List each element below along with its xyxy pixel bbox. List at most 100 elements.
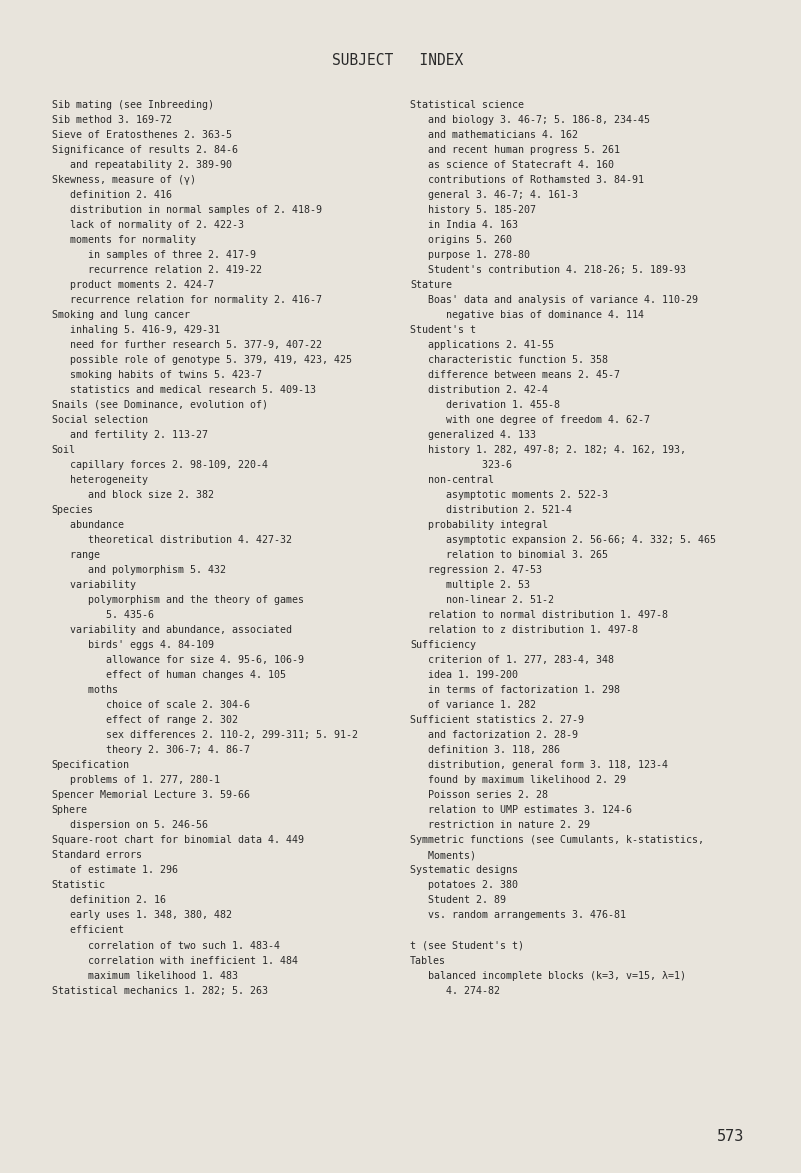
Text: contributions of Rothamsted 3. 84-91: contributions of Rothamsted 3. 84-91 — [410, 175, 644, 185]
Text: of estimate 1. 296: of estimate 1. 296 — [52, 866, 178, 875]
Text: Stature: Stature — [410, 280, 452, 290]
Text: in India 4. 163: in India 4. 163 — [410, 219, 518, 230]
Text: problems of 1. 277, 280-1: problems of 1. 277, 280-1 — [52, 775, 219, 786]
Text: history 5. 185-207: history 5. 185-207 — [410, 205, 536, 215]
Text: difference between means 2. 45-7: difference between means 2. 45-7 — [410, 369, 620, 380]
Text: Symmetric functions (see Cumulants, k-statistics,: Symmetric functions (see Cumulants, k-st… — [410, 835, 704, 846]
Text: product moments 2. 424-7: product moments 2. 424-7 — [52, 280, 214, 290]
Text: relation to z distribution 1. 497-8: relation to z distribution 1. 497-8 — [410, 625, 638, 636]
Text: origins 5. 260: origins 5. 260 — [410, 235, 512, 245]
Text: and mathematicians 4. 162: and mathematicians 4. 162 — [410, 130, 578, 140]
Text: polymorphism and the theory of games: polymorphism and the theory of games — [52, 595, 304, 605]
Text: asymptotic moments 2. 522-3: asymptotic moments 2. 522-3 — [410, 490, 608, 500]
Text: variability and abundance, associated: variability and abundance, associated — [52, 625, 292, 636]
Text: Moments): Moments) — [410, 850, 476, 861]
Text: of variance 1. 282: of variance 1. 282 — [410, 700, 536, 711]
Text: Sib mating (see Inbreeding): Sib mating (see Inbreeding) — [52, 100, 214, 110]
Text: t (see Student's t): t (see Student's t) — [410, 941, 524, 950]
Text: non-central: non-central — [410, 475, 494, 486]
Text: Square-root chart for binomial data 4. 449: Square-root chart for binomial data 4. 4… — [52, 835, 304, 846]
Text: Student's contribution 4. 218-26; 5. 189-93: Student's contribution 4. 218-26; 5. 189… — [410, 265, 686, 274]
Text: definition 2. 16: definition 2. 16 — [52, 895, 166, 906]
Text: possible role of genotype 5. 379, 419, 423, 425: possible role of genotype 5. 379, 419, 4… — [52, 355, 352, 365]
Text: Poisson series 2. 28: Poisson series 2. 28 — [410, 791, 548, 800]
Text: relation to UMP estimates 3. 124-6: relation to UMP estimates 3. 124-6 — [410, 806, 632, 815]
Text: probability integral: probability integral — [410, 520, 548, 530]
Text: Sufficiency: Sufficiency — [410, 640, 476, 650]
Text: as science of Statecraft 4. 160: as science of Statecraft 4. 160 — [410, 160, 614, 170]
Text: choice of scale 2. 304-6: choice of scale 2. 304-6 — [52, 700, 250, 711]
Text: Significance of results 2. 84-6: Significance of results 2. 84-6 — [52, 144, 238, 155]
Text: found by maximum likelihood 2. 29: found by maximum likelihood 2. 29 — [410, 775, 626, 786]
Text: heterogeneity: heterogeneity — [52, 475, 147, 486]
Text: in samples of three 2. 417-9: in samples of three 2. 417-9 — [52, 250, 256, 260]
Text: multiple 2. 53: multiple 2. 53 — [410, 581, 530, 590]
Text: Species: Species — [52, 506, 94, 515]
Text: Statistical science: Statistical science — [410, 100, 524, 110]
Text: abundance: abundance — [52, 520, 123, 530]
Text: moments for normality: moments for normality — [52, 235, 195, 245]
Text: distribution 2. 42-4: distribution 2. 42-4 — [410, 385, 548, 395]
Text: capillary forces 2. 98-109, 220-4: capillary forces 2. 98-109, 220-4 — [52, 460, 268, 470]
Text: maximum likelihood 1. 483: maximum likelihood 1. 483 — [52, 970, 238, 981]
Text: distribution in normal samples of 2. 418-9: distribution in normal samples of 2. 418… — [52, 205, 322, 215]
Text: correlation of two such 1. 483-4: correlation of two such 1. 483-4 — [52, 941, 280, 950]
Text: and fertility 2. 113-27: and fertility 2. 113-27 — [52, 430, 207, 440]
Text: Snails (see Dominance, evolution of): Snails (see Dominance, evolution of) — [52, 400, 268, 411]
Text: and repeatability 2. 389-90: and repeatability 2. 389-90 — [52, 160, 231, 170]
Text: Student's t: Student's t — [410, 325, 476, 335]
Text: smoking habits of twins 5. 423-7: smoking habits of twins 5. 423-7 — [52, 369, 262, 380]
Text: and factorization 2. 28-9: and factorization 2. 28-9 — [410, 731, 578, 740]
Text: negative bias of dominance 4. 114: negative bias of dominance 4. 114 — [410, 310, 644, 320]
Text: generalized 4. 133: generalized 4. 133 — [410, 430, 536, 440]
Text: applications 2. 41-55: applications 2. 41-55 — [410, 340, 554, 350]
Text: Statistic: Statistic — [52, 881, 106, 890]
Text: definition 3. 118, 286: definition 3. 118, 286 — [410, 745, 560, 755]
Text: criterion of 1. 277, 283-4, 348: criterion of 1. 277, 283-4, 348 — [410, 656, 614, 665]
Text: restriction in nature 2. 29: restriction in nature 2. 29 — [410, 820, 590, 830]
Text: derivation 1. 455-8: derivation 1. 455-8 — [410, 400, 560, 411]
Text: characteristic function 5. 358: characteristic function 5. 358 — [410, 355, 608, 365]
Text: effect of human changes 4. 105: effect of human changes 4. 105 — [52, 670, 286, 680]
Text: inhaling 5. 416-9, 429-31: inhaling 5. 416-9, 429-31 — [52, 325, 219, 335]
Text: asymptotic expansion 2. 56-66; 4. 332; 5. 465: asymptotic expansion 2. 56-66; 4. 332; 5… — [410, 535, 716, 545]
Text: dispersion on 5. 246-56: dispersion on 5. 246-56 — [52, 820, 207, 830]
Text: efficient: efficient — [52, 925, 123, 936]
Text: Social selection: Social selection — [52, 415, 147, 425]
Text: non-linear 2. 51-2: non-linear 2. 51-2 — [410, 595, 554, 605]
Text: Sib method 3. 169-72: Sib method 3. 169-72 — [52, 115, 171, 124]
Text: distribution 2. 521-4: distribution 2. 521-4 — [410, 506, 572, 515]
Text: Smoking and lung cancer: Smoking and lung cancer — [52, 310, 190, 320]
Text: correlation with inefficient 1. 484: correlation with inefficient 1. 484 — [52, 956, 298, 965]
Text: vs. random arrangements 3. 476-81: vs. random arrangements 3. 476-81 — [410, 910, 626, 921]
Text: theory 2. 306-7; 4. 86-7: theory 2. 306-7; 4. 86-7 — [52, 745, 250, 755]
Text: and block size 2. 382: and block size 2. 382 — [52, 490, 214, 500]
Text: definition 2. 416: definition 2. 416 — [52, 190, 171, 199]
Text: 5. 435-6: 5. 435-6 — [52, 610, 154, 621]
Text: Sufficient statistics 2. 27-9: Sufficient statistics 2. 27-9 — [410, 716, 584, 725]
Text: Standard errors: Standard errors — [52, 850, 142, 861]
Text: relation to binomial 3. 265: relation to binomial 3. 265 — [410, 550, 608, 561]
Text: effect of range 2. 302: effect of range 2. 302 — [52, 716, 238, 725]
Text: and biology 3. 46-7; 5. 186-8, 234-45: and biology 3. 46-7; 5. 186-8, 234-45 — [410, 115, 650, 124]
Text: general 3. 46-7; 4. 161-3: general 3. 46-7; 4. 161-3 — [410, 190, 578, 199]
Text: 4. 274-82: 4. 274-82 — [410, 985, 500, 996]
Text: 323-6: 323-6 — [410, 460, 512, 470]
Text: early uses 1. 348, 380, 482: early uses 1. 348, 380, 482 — [52, 910, 231, 921]
Text: Sieve of Eratosthenes 2. 363-5: Sieve of Eratosthenes 2. 363-5 — [52, 130, 231, 140]
Text: range: range — [52, 550, 100, 561]
Text: Student 2. 89: Student 2. 89 — [410, 895, 506, 906]
Text: and polymorphism 5. 432: and polymorphism 5. 432 — [52, 565, 226, 575]
Text: Skewness, measure of (γ): Skewness, measure of (γ) — [52, 175, 195, 185]
Text: potatoes 2. 380: potatoes 2. 380 — [410, 881, 518, 890]
Text: moths: moths — [52, 685, 118, 696]
Text: recurrence relation for normality 2. 416-7: recurrence relation for normality 2. 416… — [52, 294, 322, 305]
Text: allowance for size 4. 95-6, 106-9: allowance for size 4. 95-6, 106-9 — [52, 656, 304, 665]
Text: relation to normal distribution 1. 497-8: relation to normal distribution 1. 497-8 — [410, 610, 668, 621]
Text: Systematic designs: Systematic designs — [410, 866, 518, 875]
Text: in terms of factorization 1. 298: in terms of factorization 1. 298 — [410, 685, 620, 696]
Text: Sphere: Sphere — [52, 806, 88, 815]
Text: variability: variability — [52, 581, 135, 590]
Text: sex differences 2. 110-2, 299-311; 5. 91-2: sex differences 2. 110-2, 299-311; 5. 91… — [52, 731, 358, 740]
Text: birds' eggs 4. 84-109: birds' eggs 4. 84-109 — [52, 640, 214, 650]
